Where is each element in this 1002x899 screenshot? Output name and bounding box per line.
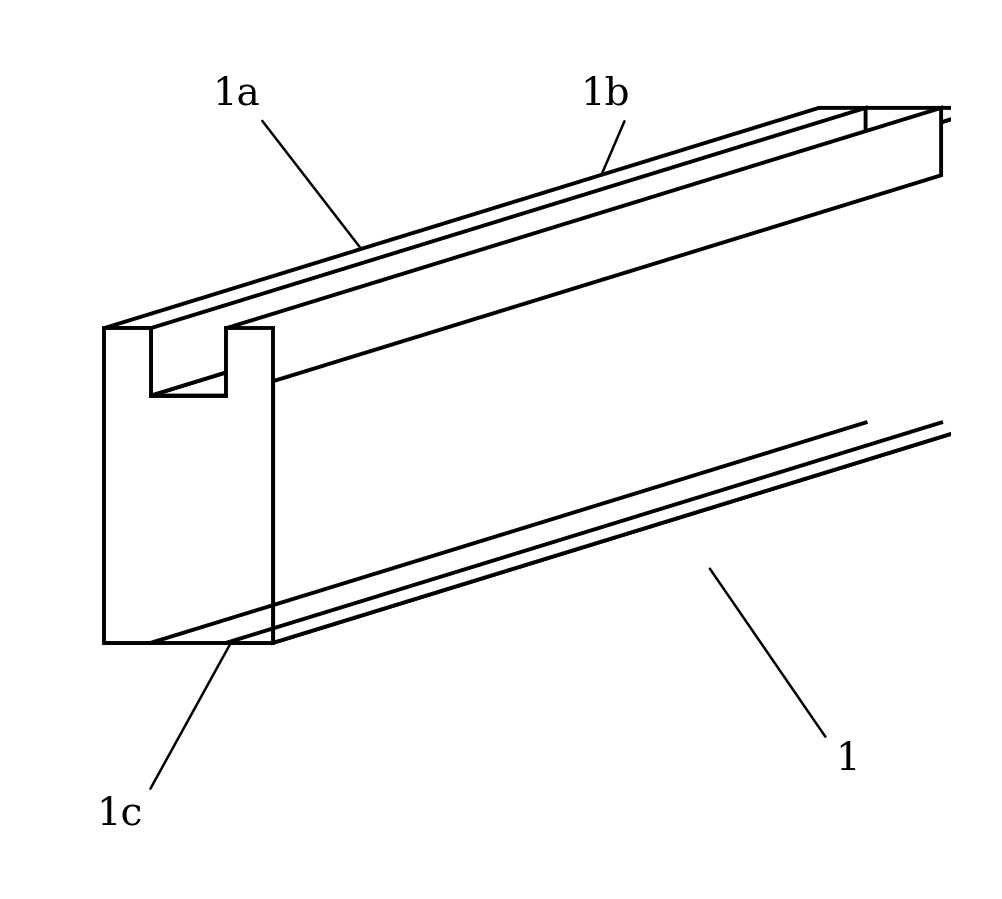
Text: 1a: 1a <box>212 76 260 113</box>
Text: 1: 1 <box>835 741 859 779</box>
Polygon shape <box>104 328 273 643</box>
Polygon shape <box>150 175 940 396</box>
Polygon shape <box>150 108 865 396</box>
Text: 1c: 1c <box>96 795 142 832</box>
Polygon shape <box>818 108 987 423</box>
Polygon shape <box>104 423 865 643</box>
Polygon shape <box>104 108 987 328</box>
Polygon shape <box>273 108 987 643</box>
Polygon shape <box>226 108 940 396</box>
Text: 1b: 1b <box>579 76 629 113</box>
Polygon shape <box>226 423 987 643</box>
